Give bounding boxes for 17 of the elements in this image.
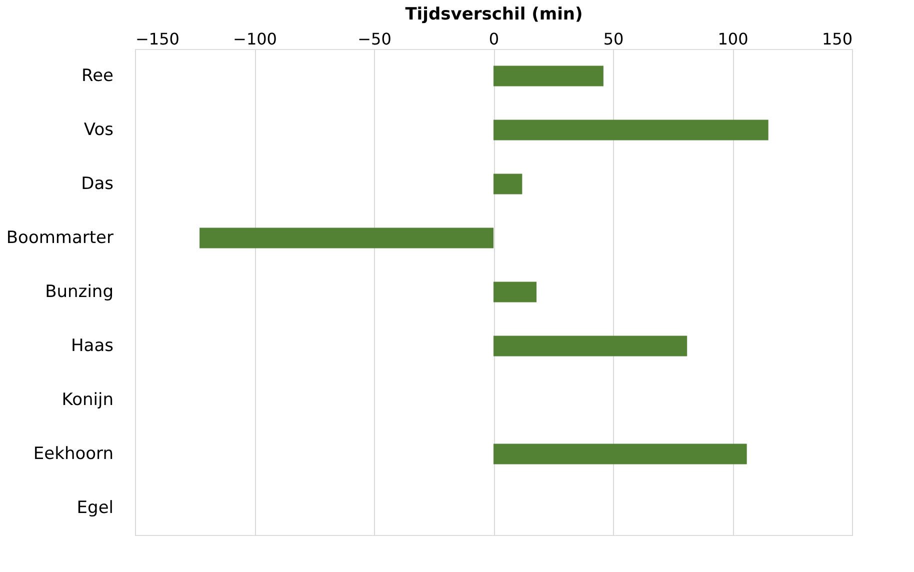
x-axis-title: Tijdsverschil (min) bbox=[405, 4, 583, 24]
y-tick-label: Boommarter bbox=[6, 228, 114, 248]
y-tick-label: Das bbox=[81, 174, 114, 194]
y-tick-label: Ree bbox=[82, 66, 114, 86]
x-tick-label: 150 bbox=[822, 30, 852, 48]
x-tick-label: −100 bbox=[233, 30, 277, 48]
x-tick-label: −50 bbox=[358, 30, 392, 48]
y-tick-label: Konijn bbox=[62, 390, 114, 410]
y-tick-label: Vos bbox=[84, 120, 114, 140]
x-tick-label: 100 bbox=[718, 30, 748, 48]
y-tick-label: Bunzing bbox=[45, 282, 114, 302]
x-tick-label: 50 bbox=[603, 30, 624, 48]
y-tick-label: Eekhoorn bbox=[33, 444, 114, 464]
y-tick-label: Haas bbox=[71, 336, 114, 356]
x-tick-label: 0 bbox=[488, 30, 500, 48]
x-tick-label: −150 bbox=[136, 30, 180, 48]
y-tick-label: Egel bbox=[76, 498, 114, 518]
